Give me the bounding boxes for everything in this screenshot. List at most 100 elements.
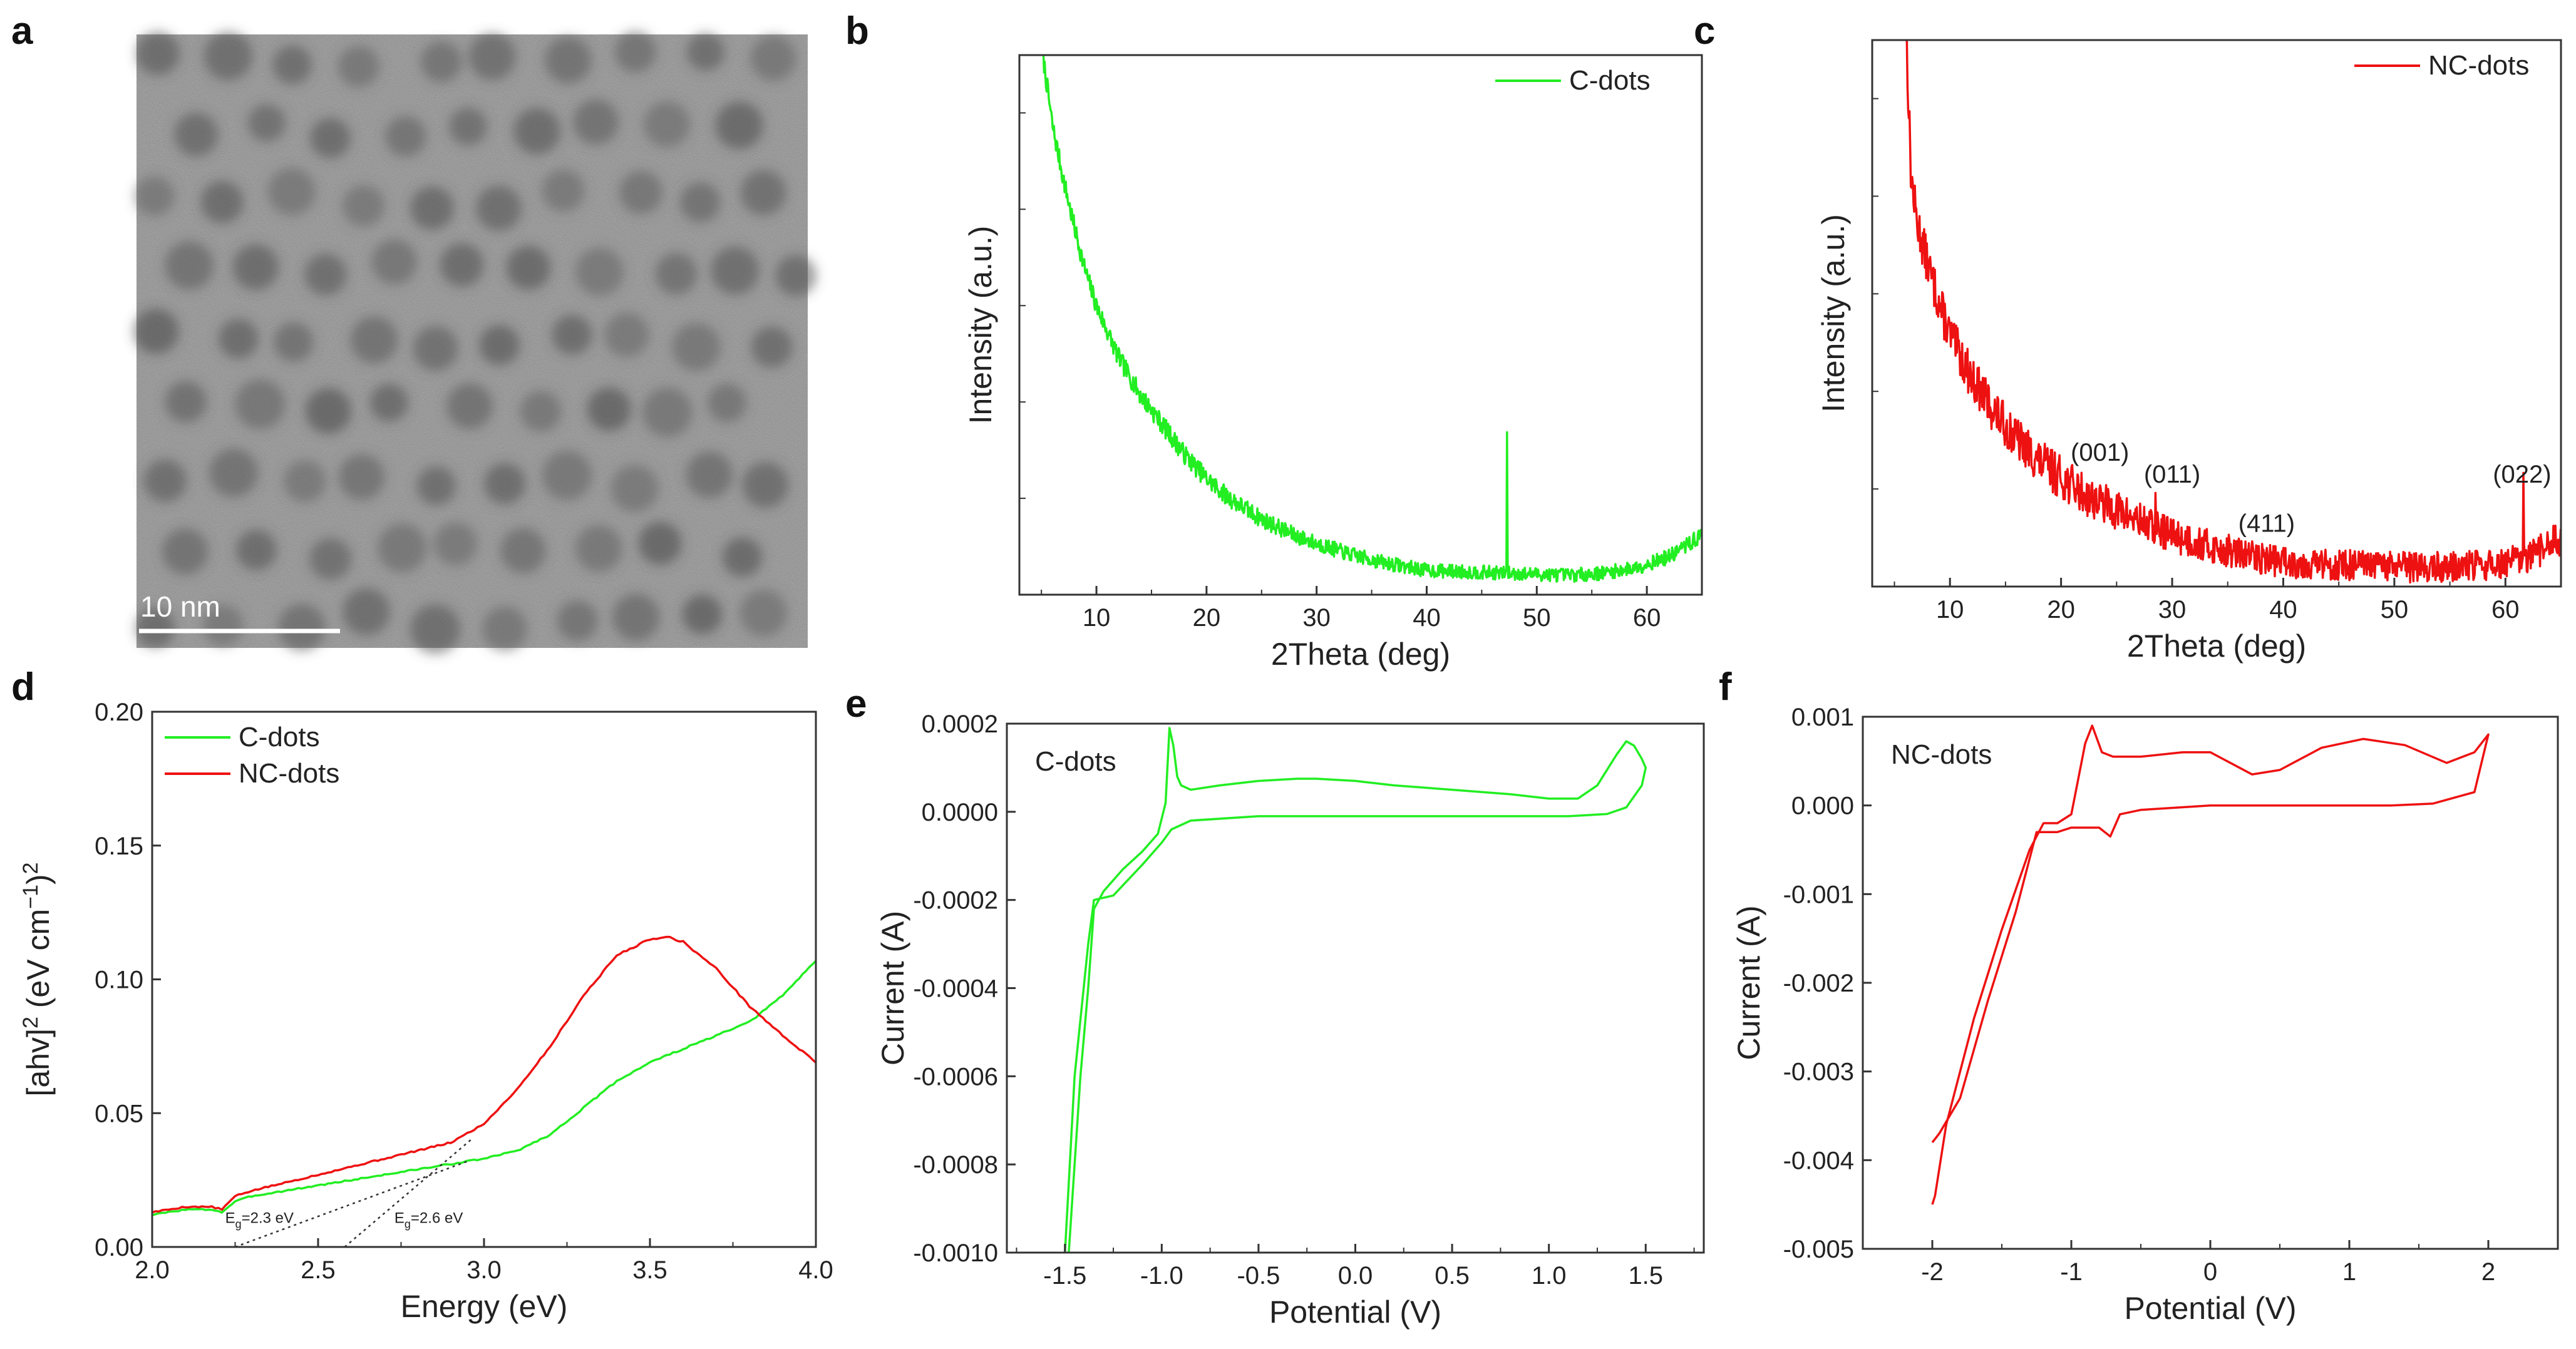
nanoparticle	[722, 537, 762, 577]
plot-frame	[1871, 39, 2562, 588]
y-tick-label: 0.00	[95, 1234, 143, 1261]
nanoparticle	[143, 459, 187, 503]
nanoparticle	[742, 461, 789, 508]
panel-label-f: f	[1719, 665, 1732, 709]
y-tick-label: 0.000	[1791, 792, 1854, 820]
bandgap-annotation: Eg=2.6 eV	[394, 1210, 463, 1231]
nanoparticle	[162, 528, 209, 575]
nanoparticle	[272, 45, 312, 85]
x-tick-label: 50	[1523, 604, 1551, 632]
nanoparticle	[740, 170, 786, 216]
x-tick-label: 40	[1413, 604, 1441, 632]
nanoparticle	[200, 181, 244, 223]
inset-label: NC-dots	[1891, 739, 1992, 770]
plot-frame	[1018, 54, 1703, 596]
tangent-line	[235, 1161, 468, 1248]
x-tick-label: 0	[2203, 1258, 2217, 1286]
y-tick-label: -0.003	[1783, 1059, 1854, 1086]
nanoparticle	[575, 525, 622, 572]
y-tick-label: 0.20	[95, 699, 143, 726]
y-tick-label: 0.15	[95, 833, 143, 860]
series-line-nc-dots	[152, 935, 816, 1214]
y-tick-label: -0.005	[1783, 1236, 1854, 1263]
x-tick-label: -1.5	[1043, 1262, 1086, 1290]
nanoparticle	[433, 522, 478, 566]
nanoparticle	[573, 99, 619, 145]
nanoparticle	[416, 466, 456, 506]
nanoparticle	[557, 600, 598, 642]
nanoparticle	[739, 589, 788, 637]
nanoparticle	[413, 326, 458, 371]
nanoparticle	[638, 521, 682, 565]
y-tick-label: -0.001	[1783, 881, 1854, 908]
scale-bar-label: 10 nm	[140, 590, 220, 623]
series-line-nc-dots	[1905, 40, 2561, 584]
series-line-c-dots	[1064, 727, 1647, 1253]
x-tick-label: 10	[1083, 604, 1111, 632]
nanoparticle	[278, 603, 326, 651]
x-tick-label: 3.0	[466, 1256, 502, 1284]
series-line-nc-dots	[1931, 724, 2490, 1205]
nanoparticle	[337, 46, 379, 88]
x-tick-label: 20	[2047, 596, 2075, 623]
x-tick-label: 3.5	[632, 1256, 667, 1284]
nanoparticle	[615, 31, 656, 73]
nanoparticle	[775, 255, 817, 297]
nanoparticle	[350, 316, 398, 364]
nanoparticle	[468, 33, 516, 81]
x-tick-label: 0.5	[1435, 1262, 1470, 1290]
nanoparticle	[506, 245, 551, 290]
nanoparticle	[604, 312, 649, 357]
x-tick-label: 40	[2269, 596, 2297, 623]
nanoparticle	[552, 314, 592, 355]
nanoparticle	[619, 171, 662, 214]
nanoparticle	[680, 182, 721, 223]
peak-annotation: (011)	[2144, 461, 2200, 488]
nanoparticle	[369, 383, 408, 422]
nanoparticle	[611, 464, 659, 513]
nanoparticle	[165, 241, 214, 290]
nanoparticle	[410, 186, 454, 230]
xrd-chart-cdots: 10 20 30 40 50 60 2Theta (deg) Intensity (a.u.)…	[963, 54, 1703, 672]
nanoparticle	[642, 387, 693, 438]
y-tick-label: 0.001	[1791, 704, 1854, 731]
cv-chart-cdots: -1.5 -1.0 -0.5 0.0 0.5 1.0 1.5 0.0002 0.0000 -0.0…	[875, 710, 1705, 1330]
x-tick-label: 20	[1193, 604, 1221, 632]
nanoparticle	[575, 247, 624, 296]
x-tick-label: -2	[1921, 1258, 1944, 1286]
nanoparticle	[686, 451, 733, 498]
nanoparticle	[343, 185, 384, 227]
nanoparticle	[542, 169, 585, 212]
tangent-line	[344, 1139, 471, 1248]
peak-annotation: (001)	[2071, 439, 2129, 466]
nanoparticle	[545, 37, 592, 84]
x-tick-label: 0.0	[1338, 1262, 1373, 1290]
peak-annotation: (411)	[2239, 510, 2295, 538]
x-tick-label: 50	[2381, 596, 2409, 623]
y-axis-label: Current (A)	[1731, 905, 1766, 1060]
legend-label: C-dots	[239, 722, 320, 752]
nanoparticle	[343, 588, 390, 635]
y-tick-label: -0.002	[1783, 970, 1854, 997]
nanoparticle	[267, 168, 316, 215]
nanoparticle	[209, 448, 259, 498]
nanoparticle	[219, 319, 259, 359]
nanoparticle	[284, 460, 326, 503]
nanoparticle	[371, 239, 417, 285]
x-tick-label: 2	[2481, 1258, 2495, 1286]
x-axis-label: Energy (eV)	[401, 1289, 568, 1324]
nanoparticle	[750, 35, 796, 81]
nanoparticle	[682, 594, 723, 635]
nanoparticle	[520, 391, 562, 432]
nanoparticle	[202, 605, 244, 646]
panel-label-d: d	[11, 665, 35, 709]
y-tick-label: 0.05	[95, 1100, 143, 1127]
nanoparticle	[204, 31, 253, 81]
nanoparticle	[513, 108, 560, 155]
plot-frame	[151, 710, 817, 1248]
nanoparticle	[135, 176, 175, 216]
nanoparticle	[644, 101, 690, 148]
inset-label: C-dots	[1035, 746, 1116, 777]
panel-label-c: c	[1694, 9, 1715, 53]
nanoparticle	[476, 185, 522, 232]
